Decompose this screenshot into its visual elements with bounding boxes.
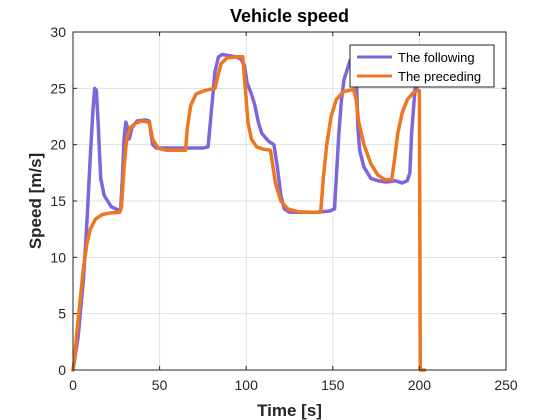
tick-layer: 0 50 100 150 200 250 0 5 10 15 20 25 30 bbox=[50, 24, 517, 393]
x-tick-label: 100 bbox=[235, 377, 259, 393]
y-axis-title: Speed [m/s] bbox=[26, 153, 45, 249]
y-tick-label: 20 bbox=[50, 137, 66, 153]
chart-title: Vehicle speed bbox=[230, 6, 349, 26]
legend-box bbox=[349, 44, 495, 88]
legend: The following The preceding bbox=[349, 44, 495, 88]
y-tick-label: 25 bbox=[50, 80, 66, 96]
series-layer bbox=[71, 52, 427, 372]
y-tick-label: 5 bbox=[58, 306, 66, 322]
y-tick-label: 30 bbox=[50, 24, 66, 40]
y-tick-label: 0 bbox=[58, 362, 66, 378]
x-tick-label: 0 bbox=[69, 377, 77, 393]
x-tick-label: 50 bbox=[152, 377, 168, 393]
legend-label-preceding: The preceding bbox=[398, 69, 481, 84]
x-tick-label: 200 bbox=[408, 377, 432, 393]
x-tick-label: 250 bbox=[494, 377, 518, 393]
series-line-preceding bbox=[71, 55, 427, 372]
y-tick-label: 10 bbox=[50, 249, 66, 265]
legend-label-following: The following bbox=[398, 50, 475, 65]
y-tick-label: 15 bbox=[50, 193, 66, 209]
x-tick-label: 150 bbox=[321, 377, 345, 393]
x-axis-title: Time [s] bbox=[257, 401, 322, 420]
